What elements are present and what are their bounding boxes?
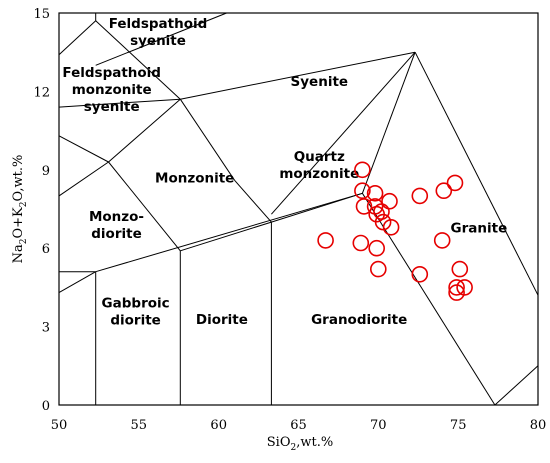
- field-boundary-line: [95, 12, 227, 66]
- sample-point: [381, 192, 398, 210]
- field-label-line: Monzonite: [155, 171, 234, 187]
- field-label-line: Syenite: [291, 74, 349, 90]
- x-tick-label: 65: [290, 418, 307, 433]
- sample-point: [369, 260, 387, 278]
- sample-point: [352, 234, 370, 252]
- y-axis-title: Na2O+K2O,wt.%: [11, 155, 29, 264]
- field-label-line: Granodiorite: [311, 312, 407, 328]
- y-tick-label: 3: [42, 321, 50, 336]
- field-boundary-line: [179, 98, 236, 181]
- x-tick-label: 75: [450, 418, 467, 433]
- x-tick-label: 60: [210, 418, 227, 433]
- sample-point: [433, 232, 451, 249]
- sample-point: [411, 265, 429, 283]
- y-tick-label: 12: [33, 85, 50, 100]
- field-label-syenite: Syenite: [291, 74, 349, 90]
- sample-point: [448, 279, 465, 296]
- sample-point: [446, 174, 464, 192]
- field-label-line: diorite: [110, 312, 160, 328]
- field-label-diorite: Diorite: [196, 312, 248, 328]
- y-axis-tick-labels: 0 3 6 9 12 15: [33, 7, 50, 414]
- sample-point: [382, 219, 400, 236]
- field-label-line: Quartz: [294, 149, 345, 165]
- y-tick-label: 15: [33, 7, 50, 22]
- sample-point: [451, 260, 469, 278]
- field-label-line: Granite: [451, 220, 508, 236]
- sample-point: [456, 279, 473, 296]
- field-boundary-line: [58, 161, 109, 197]
- x-axis-title: SiO2,wt.%: [267, 435, 333, 453]
- sample-point: [411, 187, 429, 205]
- field-boundary-line: [95, 20, 181, 100]
- field-label-line: syenite: [84, 99, 140, 115]
- field-boundary-line: [58, 98, 181, 108]
- field-label-line: monzonite: [279, 166, 359, 182]
- sample-point: [354, 182, 371, 199]
- sample-point: [374, 213, 392, 231]
- x-tick-label: 80: [530, 418, 547, 433]
- sample-point: [355, 198, 373, 215]
- sample-point: [448, 284, 465, 301]
- field-boundary-line: [108, 98, 181, 163]
- field-label-quartz-monzonite: Quartz monzonite: [279, 149, 359, 182]
- field-boundary-line: [494, 365, 539, 406]
- sample-point: [373, 203, 390, 220]
- field-boundary-line: [180, 221, 272, 252]
- field-label-granodiorite: Granodiorite: [311, 312, 407, 328]
- y-tick-label: 0: [42, 399, 50, 414]
- field-boundary-line: [58, 271, 96, 294]
- x-tick-label: 50: [51, 418, 68, 433]
- field-label-line: Feldspathoid: [109, 16, 208, 32]
- sample-point: [317, 232, 334, 249]
- field-boundary-line: [414, 51, 539, 296]
- field-boundary-line: [361, 52, 416, 194]
- y-tick-label: 6: [42, 242, 50, 257]
- field-label-monzo-diorite: Monzo-diorite: [89, 209, 144, 242]
- x-axis-tick-labels: 50 55 60 65 70 75 80: [51, 418, 547, 433]
- field-label-line: Diorite: [196, 312, 248, 328]
- sample-point: [354, 161, 371, 179]
- field-label-feldspathoid-monzonite-syenite: Feldspathoid monzonite syenite: [62, 65, 161, 115]
- sample-point: [368, 239, 386, 257]
- x-tick-label: 70: [370, 418, 387, 433]
- field-label-line: Feldspathoid: [62, 65, 161, 81]
- field-label-line: syenite: [130, 33, 186, 49]
- sample-point: [435, 182, 453, 199]
- field-label-gabbroic-diorite: Gabbroic diorite: [102, 295, 170, 328]
- y-tick-label: 9: [42, 164, 50, 179]
- field-label-monzonite: Monzonite: [155, 171, 234, 187]
- field-label-line: diorite: [91, 226, 141, 242]
- field-label-granite: Granite: [451, 220, 508, 236]
- field-label-line: Gabbroic: [102, 295, 170, 311]
- field-boundary-line: [58, 135, 109, 163]
- field-boundary-line: [58, 20, 97, 56]
- field-label-line: Monzo-: [89, 209, 144, 225]
- field-boundary-line: [180, 51, 416, 100]
- field-boundary-line: [234, 179, 272, 223]
- field-label-feldspathoid-syenite: Feldspathoid syenite: [109, 16, 208, 49]
- plot-frame: [58, 12, 539, 406]
- field-boundary-line: [95, 192, 363, 273]
- sample-points: [317, 161, 473, 301]
- field-boundary-line: [108, 161, 181, 252]
- x-tick-label: 55: [131, 418, 148, 433]
- field-label-line: monzonite: [72, 82, 152, 98]
- field-boundary-line: [271, 51, 416, 215]
- sample-point: [366, 185, 384, 202]
